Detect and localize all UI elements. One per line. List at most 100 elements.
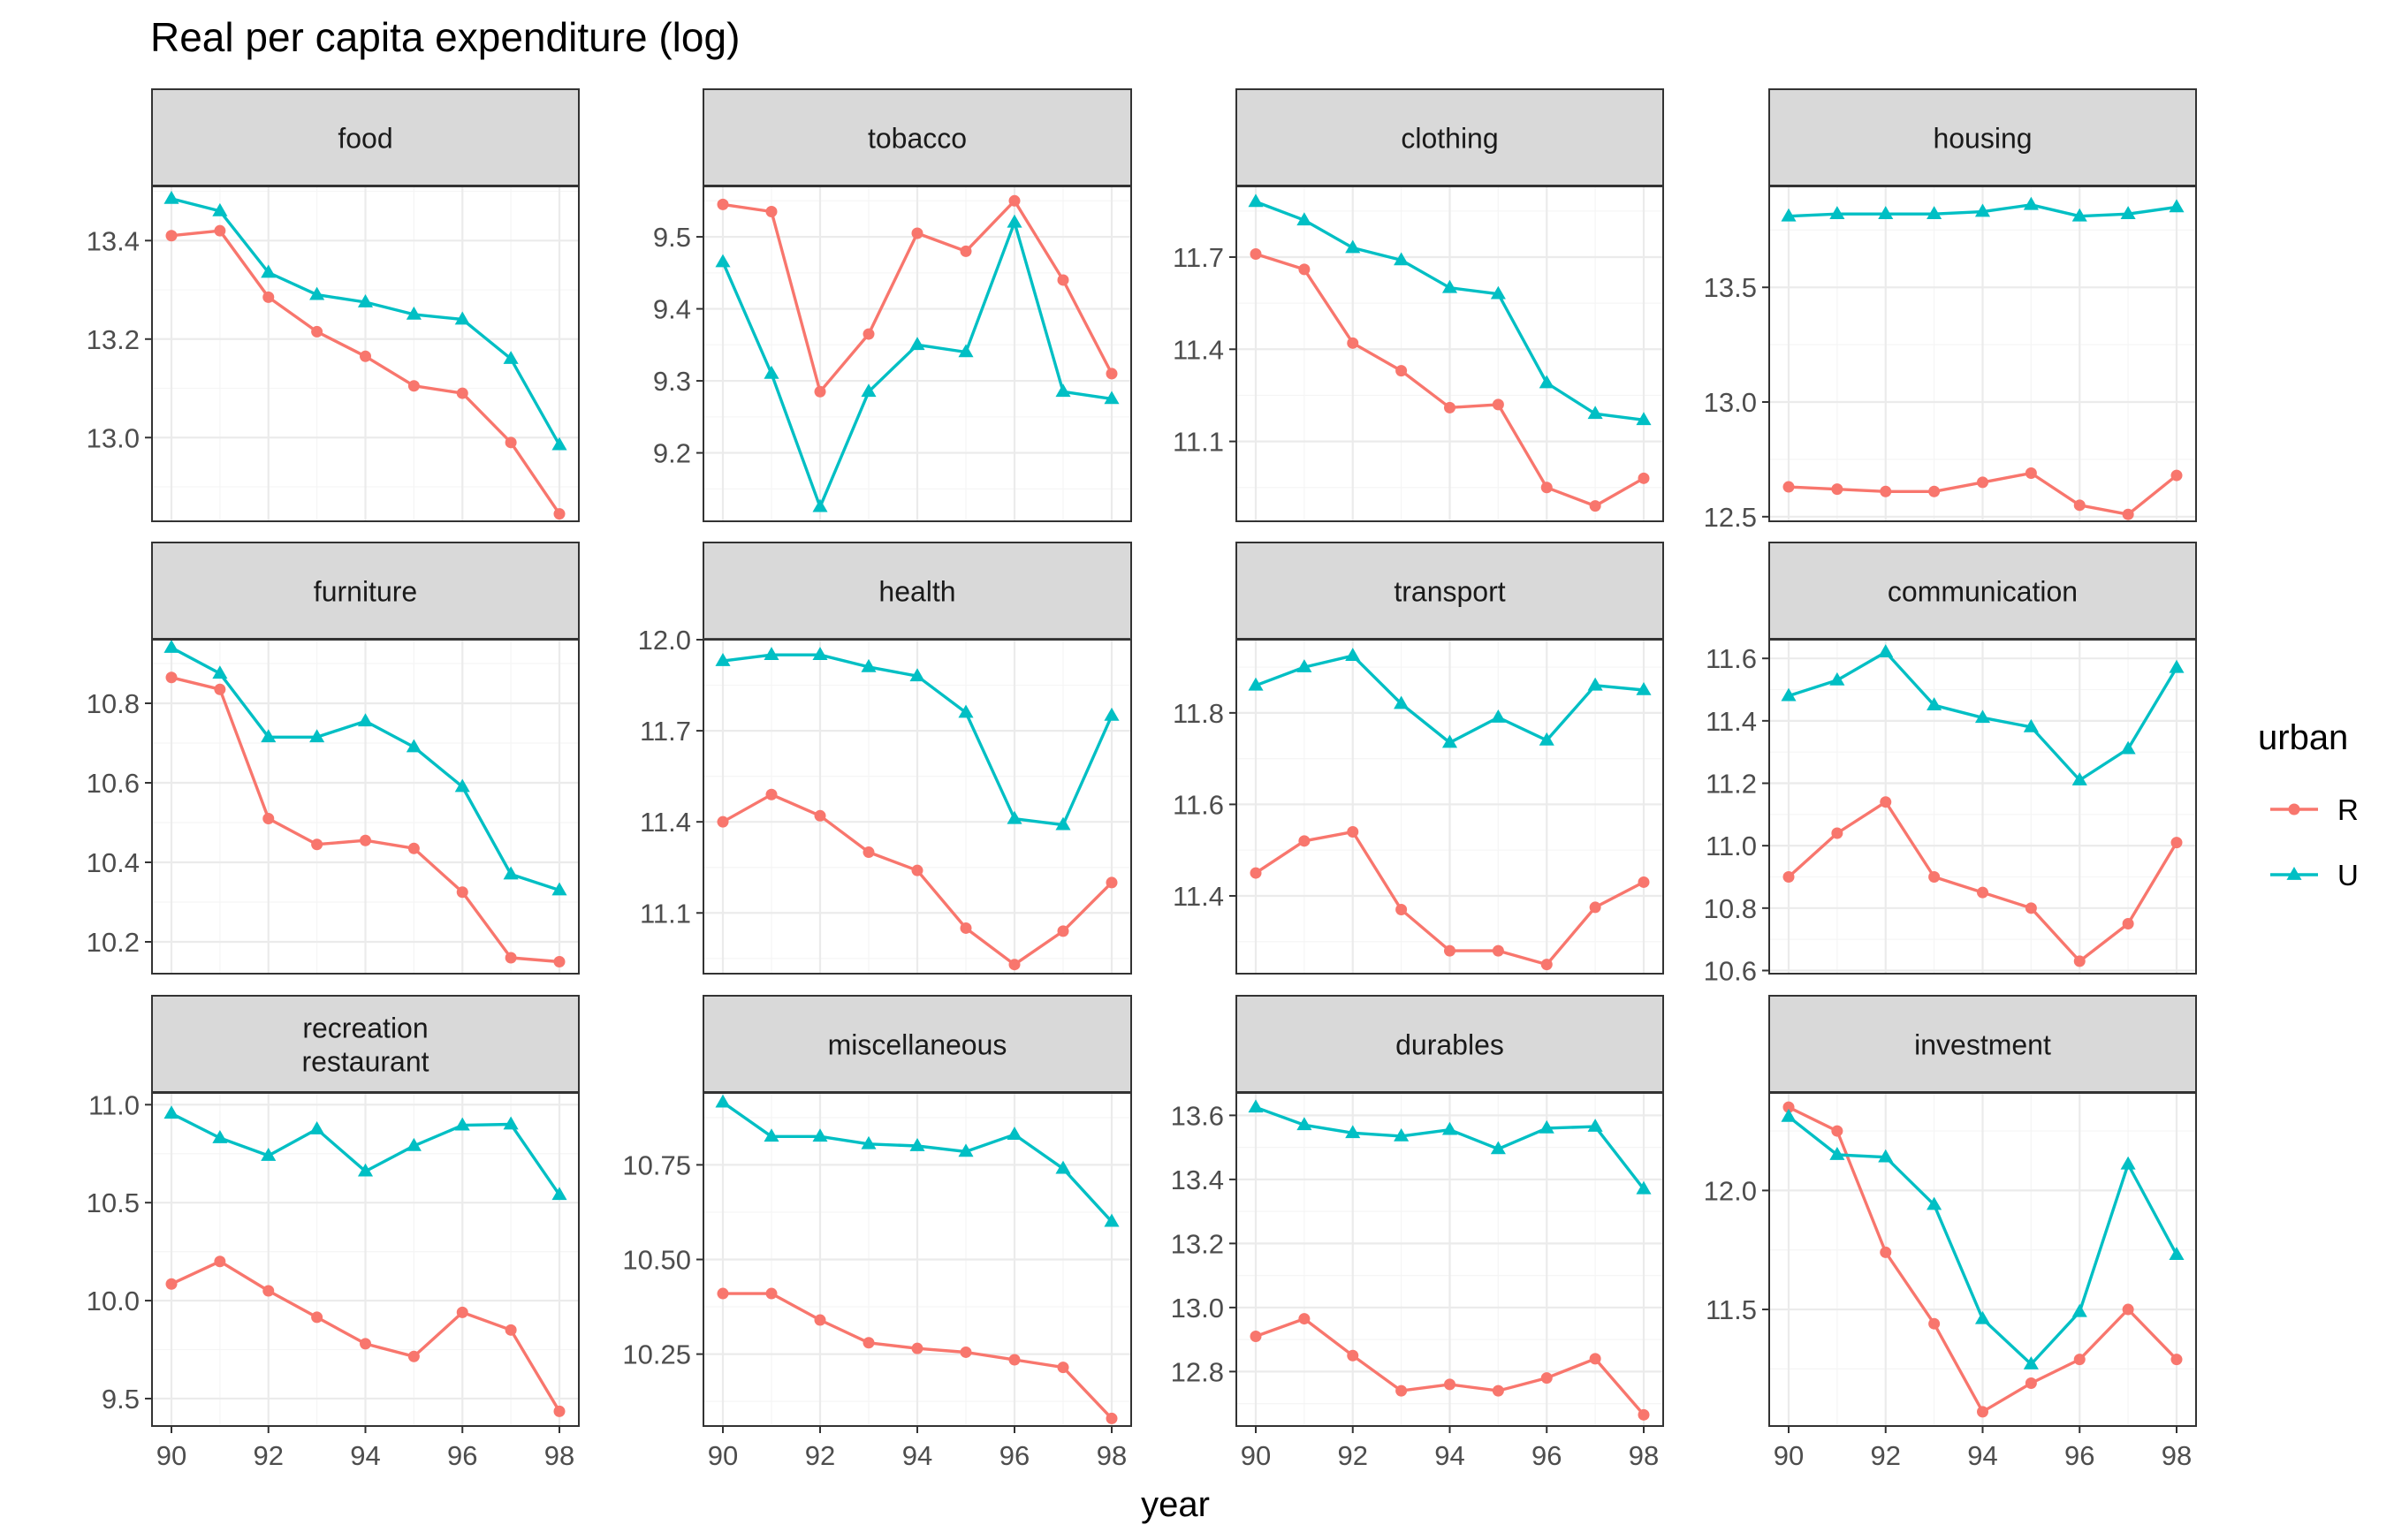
point-R — [2025, 1377, 2037, 1390]
point-U — [2169, 1247, 2185, 1260]
point-U — [1490, 1141, 1506, 1155]
point-R — [311, 325, 323, 338]
x-tick-label: 96 — [999, 1440, 1030, 1471]
point-R — [960, 922, 972, 934]
x-tick-label: 92 — [1338, 1440, 1368, 1471]
facet-panel: health 11.1 11.4 11.7 12.0 — [638, 542, 1132, 975]
point-U — [1974, 709, 1991, 724]
y-tick-label: 10.8 — [87, 688, 140, 719]
point-U — [1345, 1125, 1361, 1139]
point-U — [1490, 709, 1506, 723]
y-tick-label: 11.7 — [640, 716, 691, 747]
point-R — [2122, 1303, 2134, 1316]
point-R — [814, 385, 826, 398]
point-R — [814, 809, 826, 822]
point-R — [1880, 485, 1892, 497]
point-U — [1441, 1121, 1458, 1135]
point-U — [1878, 206, 1894, 220]
point-R — [214, 1256, 226, 1268]
point-U — [212, 202, 228, 216]
facet-panel: furniture 10.2 10.4 10.6 10.8 — [87, 542, 580, 975]
x-tick-label: 92 — [1871, 1440, 1901, 1471]
point-U — [1345, 648, 1361, 661]
point-U — [454, 1117, 470, 1131]
y-tick-label: 11.5 — [1706, 1294, 1757, 1325]
panel-border — [151, 1092, 580, 1427]
point-R — [2122, 917, 2134, 929]
point-U — [1539, 375, 1554, 389]
point-U — [163, 1105, 179, 1119]
point-U — [764, 647, 779, 661]
point-U — [454, 311, 470, 325]
point-R — [1589, 901, 1601, 914]
point-U — [1539, 1119, 1554, 1134]
point-U — [357, 713, 374, 727]
facet-panel: tobacco 9.2 9.3 9.4 9.5 — [653, 88, 1132, 522]
point-U — [1587, 406, 1603, 420]
point-R — [960, 245, 972, 257]
y-tick-label: 13.4 — [1171, 1164, 1224, 1195]
point-R — [553, 1405, 566, 1417]
facet-panel: housing 12.5 13.0 13.5 — [1704, 88, 2197, 533]
facet-panel: clothing 11.1 11.4 11.7 — [1173, 88, 1664, 522]
strip-background — [1235, 542, 1664, 640]
point-R — [1395, 1384, 1408, 1397]
point-R — [1831, 483, 1843, 496]
point-R — [911, 864, 923, 876]
point-U — [1490, 285, 1506, 300]
point-U — [261, 1147, 277, 1161]
point-U — [1829, 1147, 1845, 1160]
point-R — [1880, 796, 1892, 808]
point-U — [909, 337, 925, 351]
y-tick-label: 12.8 — [1171, 1356, 1224, 1387]
point-R — [1298, 263, 1311, 276]
point-R — [1347, 337, 1359, 349]
point-U — [1345, 239, 1361, 254]
x-tick-label: 98 — [1097, 1440, 1127, 1471]
x-tick-label: 92 — [805, 1440, 835, 1471]
point-U — [1781, 208, 1797, 222]
x-tick-label: 90 — [708, 1440, 738, 1471]
point-R — [407, 842, 420, 854]
point-U — [406, 1137, 422, 1151]
legend-label-R: R — [2337, 793, 2359, 826]
point-U — [861, 1135, 877, 1149]
point-R — [2170, 837, 2183, 849]
point-U — [1974, 1310, 1991, 1324]
point-U — [909, 668, 925, 682]
point-U — [1007, 1127, 1022, 1140]
y-tick-label: 11.1 — [640, 898, 691, 929]
point-U — [1974, 203, 1991, 217]
legend-label-U: U — [2337, 859, 2359, 891]
point-U — [1927, 697, 1942, 711]
y-tick-label: 11.7 — [1173, 242, 1224, 273]
point-U — [2169, 659, 2185, 673]
point-U — [309, 1121, 325, 1134]
point-R — [360, 350, 371, 362]
strip-label: housing — [1933, 123, 2032, 155]
point-U — [1007, 810, 1022, 824]
point-U — [2120, 1156, 2136, 1170]
point-R — [505, 436, 517, 449]
y-tick-label: 12.0 — [638, 625, 691, 656]
point-R — [311, 1311, 323, 1324]
point-R — [1782, 870, 1795, 883]
point-R — [2122, 508, 2134, 520]
point-U — [812, 498, 828, 512]
point-R — [1782, 1101, 1795, 1113]
x-tick-label: 98 — [2162, 1440, 2192, 1471]
point-U — [551, 882, 567, 896]
point-R — [1928, 1317, 1941, 1330]
point-U — [503, 351, 519, 364]
point-R — [1540, 959, 1553, 971]
point-R — [553, 956, 566, 967]
point-R — [1928, 485, 1941, 497]
point-U — [357, 293, 374, 307]
point-R — [1928, 870, 1941, 883]
point-U — [1927, 206, 1942, 220]
point-R — [1540, 1372, 1553, 1384]
point-U — [503, 866, 519, 880]
point-U — [715, 653, 731, 666]
facet-panels: food 13.0 13.2 13.4 tobacco 9.2 9.3 9.4 9.5 cloth… — [87, 88, 2197, 1471]
